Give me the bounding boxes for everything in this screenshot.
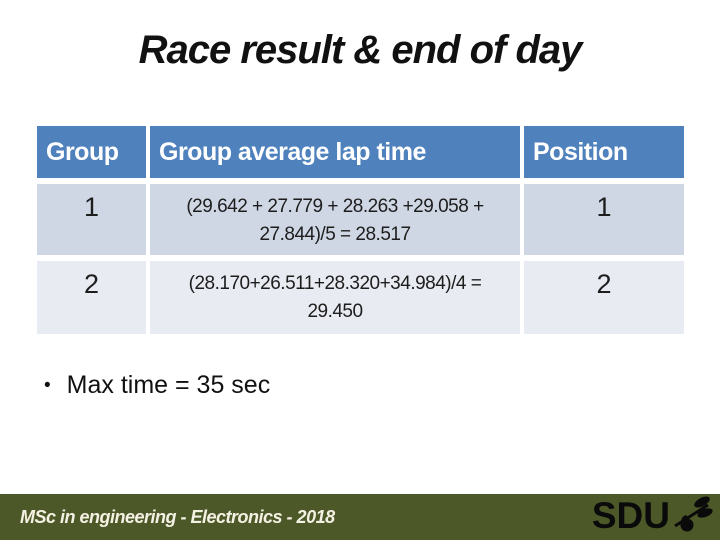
bullet-text: Max time = 35 sec (66, 371, 271, 399)
footer-course-label: MSc in engineering - Electronics - 2018 (20, 506, 335, 527)
table-row-2-position: 2 (524, 261, 684, 334)
table-row-1-lap-time: (29.642 + 27.779 + 28.263 +29.058 + 27.8… (150, 184, 520, 255)
table-row-1-group: 1 (37, 184, 146, 255)
race-results-table: Group Group average lap time Position 1 … (37, 126, 684, 334)
sdu-logo: SDU (592, 496, 714, 534)
sdu-branch-icon (672, 496, 714, 534)
table-row-2-lap-time: (28.170+26.511+28.320+34.984)/4 = 29.450 (150, 261, 520, 334)
table-row-2-group: 2 (37, 261, 146, 334)
bullet-icon: • (44, 375, 51, 396)
table-header-position: Position (524, 126, 684, 178)
table-header-lap-time: Group average lap time (150, 126, 520, 178)
sdu-logo-text: SDU (591, 494, 670, 536)
page-title: Race result & end of day (138, 28, 583, 72)
footer-bar: MSc in engineering - Electronics - 2018 … (0, 494, 720, 540)
table-row-1-position: 1 (524, 184, 684, 255)
bullet-item-max-time: • Max time = 35 sec (44, 371, 270, 400)
table-header-group: Group (37, 126, 146, 178)
